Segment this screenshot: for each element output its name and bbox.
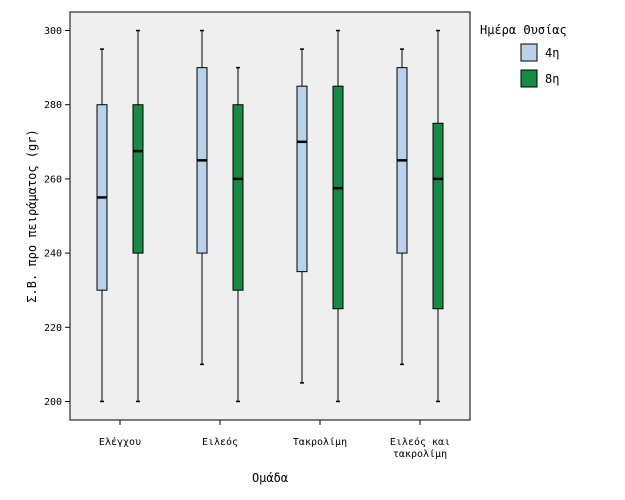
x-axis-title: Ομάδα — [252, 471, 288, 485]
box — [132, 29, 144, 403]
box — [396, 48, 408, 366]
legend-label: 8η — [545, 72, 559, 86]
box-iqr — [132, 104, 144, 254]
box-group — [96, 29, 444, 403]
legend-title: Ημέρα Θυσίας — [480, 23, 567, 37]
box-iqr — [232, 104, 244, 291]
x-tick-label: Τακρολίμη — [293, 436, 347, 448]
x-tick-label: Ειλεός — [202, 436, 238, 448]
box — [196, 29, 208, 366]
box — [96, 48, 108, 403]
y-axis-title: Σ.Β. προ πειράματος (gr) — [25, 129, 39, 302]
y-tick-label: 220 — [44, 323, 62, 334]
y-tick-label: 200 — [44, 397, 62, 408]
x-tick-label: Ελέγχου — [99, 436, 141, 448]
x-tick-label-line: τακρολίμη — [393, 448, 447, 460]
y-tick-label: 240 — [44, 249, 62, 260]
box — [432, 29, 444, 403]
box-iqr — [332, 85, 344, 310]
y-tick-label: 260 — [44, 174, 62, 185]
box-iqr — [296, 85, 308, 273]
box — [332, 29, 344, 403]
x-tick-label-line: Τακρολίμη — [293, 436, 347, 448]
legend-swatch — [520, 69, 538, 88]
x-tick-label: Ειλεός και τακρολίμη — [390, 436, 450, 460]
legend-label: 4η — [545, 46, 559, 60]
x-axis: Ελέγχου Ειλεός Τακρολίμη Ειλεός και τακρολίμ… — [99, 420, 450, 460]
y-axis: 200 220 240 260 280 300 — [44, 26, 70, 408]
box-iqr — [432, 122, 444, 310]
legend: Ημέρα Θυσίας 4η 8η — [480, 23, 567, 88]
x-tick-label-line: Ειλεός και — [390, 436, 450, 448]
y-tick-label: 300 — [44, 26, 62, 37]
box — [296, 48, 308, 384]
box — [232, 66, 244, 403]
plot-area — [69, 11, 471, 421]
y-tick-label: 280 — [44, 100, 62, 111]
x-tick-label-line: Ελέγχου — [99, 436, 141, 448]
legend-swatch — [520, 43, 538, 62]
x-tick-label-line: Ειλεός — [202, 436, 238, 448]
